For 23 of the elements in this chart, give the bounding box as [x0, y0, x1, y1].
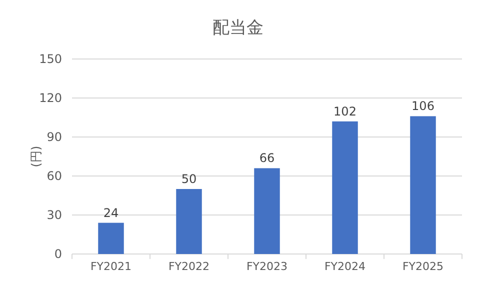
chart-title: 配当金: [212, 18, 264, 38]
y-tick-label: 90: [46, 130, 62, 144]
data-label: 66: [259, 151, 275, 166]
y-tick-label: 0: [54, 246, 62, 261]
data-label: 24: [103, 206, 119, 220]
bar: [410, 116, 436, 254]
bar: [98, 222, 124, 254]
data-label: 50: [181, 172, 197, 186]
x-tick-label: FY2024: [324, 260, 366, 273]
x-tick-label: FY2025: [402, 260, 444, 273]
y-tick-label: 120: [39, 90, 62, 105]
y-tick-label: 30: [46, 208, 62, 222]
x-tick-label: FY2021: [90, 260, 132, 273]
x-tick-label: FY2023: [246, 260, 288, 273]
data-label: 102: [334, 104, 356, 118]
y-tick-label: 150: [39, 52, 62, 66]
y-axis-title: (円): [29, 146, 43, 168]
bar: [332, 121, 358, 254]
data-label: 106: [412, 99, 434, 114]
x-tick-label: FY2022: [168, 260, 210, 273]
y-tick-label: 60: [46, 168, 62, 183]
bar: [176, 189, 202, 254]
bar: [254, 168, 280, 254]
